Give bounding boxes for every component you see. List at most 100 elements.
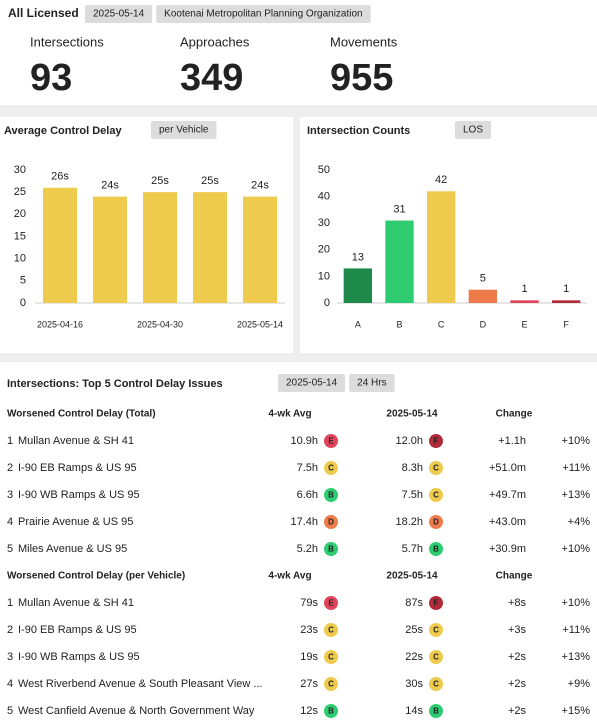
tag-label: Kootenai Metropolitan Planning Organizat… — [164, 9, 362, 20]
change-percent: +10% — [562, 435, 591, 447]
los-badge — [324, 542, 338, 556]
avg-value: 5.2h — [297, 543, 318, 555]
current-value: 18.2h — [395, 516, 423, 528]
intersection-name[interactable]: I-90 EB Ramps & US 95 — [18, 462, 137, 474]
change-percent: +13% — [562, 489, 591, 501]
issues-panel — [0, 362, 597, 721]
avg-value: 27s — [300, 678, 318, 690]
los-letter: B — [328, 491, 334, 500]
bar[interactable] — [43, 187, 77, 303]
change-value: +1.1h — [498, 435, 526, 447]
bar[interactable] — [93, 196, 127, 303]
los-badge — [324, 515, 338, 529]
los-badge — [324, 677, 338, 691]
los-letter: C — [433, 491, 439, 500]
rank: 4 — [7, 516, 13, 528]
rank: 3 — [7, 489, 13, 501]
tag[interactable] — [151, 121, 217, 139]
y-tick-label: 20 — [14, 208, 26, 220]
stat-value: 955 — [330, 57, 393, 99]
y-tick-label: 25 — [14, 186, 26, 198]
los-letter: B — [328, 707, 334, 716]
los-badge — [324, 596, 338, 610]
y-tick-label: 40 — [318, 191, 330, 203]
change-value: +3s — [508, 624, 527, 636]
x-tick-label: 2025-04-16 — [37, 319, 83, 329]
intersection-name[interactable]: West Canfield Avenue & North Government … — [18, 705, 255, 717]
y-tick-label: 30 — [318, 217, 330, 229]
bar[interactable] — [552, 300, 581, 303]
bar[interactable] — [143, 192, 177, 303]
los-badge — [429, 488, 443, 502]
x-tick-label: B — [396, 319, 402, 329]
bar[interactable] — [427, 191, 456, 303]
chart-title: Average Control Delay — [4, 125, 122, 137]
x-tick-label: A — [355, 319, 361, 329]
value-label: 25s — [151, 175, 169, 187]
intersection-name[interactable]: Mullan Avenue & SH 41 — [18, 435, 134, 447]
rank: 2 — [7, 462, 13, 474]
intersection-name[interactable]: Mullan Avenue & SH 41 — [18, 597, 134, 609]
tag[interactable] — [349, 374, 395, 392]
bar[interactable] — [343, 268, 372, 303]
value-label: 13 — [352, 251, 364, 263]
value-label: 26s — [51, 171, 69, 183]
tag[interactable] — [85, 5, 153, 23]
intersection-name[interactable]: West Riverbend Avenue & South Pleasant V… — [18, 678, 263, 690]
rank: 5 — [7, 543, 13, 555]
issues-title: Intersections: Top 5 Control Delay Issue… — [7, 378, 223, 390]
stat-label: Approaches — [180, 34, 250, 49]
los-letter: C — [433, 680, 439, 689]
intersection-name[interactable]: I-90 EB Ramps & US 95 — [18, 624, 137, 636]
los-badge — [429, 650, 443, 664]
current-value: 22s — [405, 651, 423, 663]
intersection-name[interactable]: I-90 WB Ramps & US 95 — [18, 489, 140, 501]
current-value: 30s — [405, 678, 423, 690]
avg-value: 79s — [300, 597, 318, 609]
bar[interactable] — [385, 220, 414, 303]
avg-value: 19s — [300, 651, 318, 663]
column-header: Change — [496, 571, 533, 582]
intersection-name[interactable]: Miles Avenue & US 95 — [18, 543, 127, 555]
y-tick-label: 10 — [14, 253, 26, 265]
los-badge — [429, 542, 443, 556]
bar[interactable] — [468, 289, 497, 303]
avg-value: 17.4h — [290, 516, 318, 528]
bar[interactable] — [193, 192, 227, 303]
tag[interactable] — [455, 121, 492, 139]
tag-label: 2025-05-14 — [93, 9, 145, 20]
rank: 5 — [7, 705, 13, 717]
tag[interactable] — [156, 5, 371, 23]
tag-label: LOS — [463, 125, 483, 136]
current-value: 7.5h — [402, 489, 423, 501]
los-letter: C — [328, 680, 334, 689]
los-badge — [324, 461, 338, 475]
change-percent: +9% — [568, 678, 591, 690]
value-label: 42 — [435, 174, 447, 186]
intersection-name[interactable]: Prairie Avenue & US 95 — [18, 516, 133, 528]
bar[interactable] — [510, 300, 539, 303]
intersection-name[interactable]: I-90 WB Ramps & US 95 — [18, 651, 140, 663]
chart-title: Intersection Counts — [307, 125, 410, 137]
tag-label: per Vehicle — [159, 125, 209, 136]
los-letter: B — [433, 545, 439, 554]
header-title: All Licensed — [8, 6, 79, 20]
los-letter: D — [328, 518, 334, 527]
bar[interactable] — [243, 196, 277, 303]
change-value: +2s — [508, 678, 527, 690]
column-header: 4-wk Avg — [268, 409, 311, 420]
rank: 1 — [7, 435, 13, 447]
y-tick-label: 5 — [20, 275, 26, 287]
los-letter: C — [328, 464, 334, 473]
tag[interactable] — [278, 374, 346, 392]
change-value: +8s — [508, 597, 527, 609]
los-letter: C — [433, 464, 439, 473]
los-letter: C — [328, 626, 334, 635]
los-badge — [324, 650, 338, 664]
los-badge — [324, 434, 338, 448]
change-value: +2s — [508, 651, 527, 663]
los-badge — [324, 488, 338, 502]
column-header: Change — [496, 409, 533, 420]
los-badge — [429, 623, 443, 637]
